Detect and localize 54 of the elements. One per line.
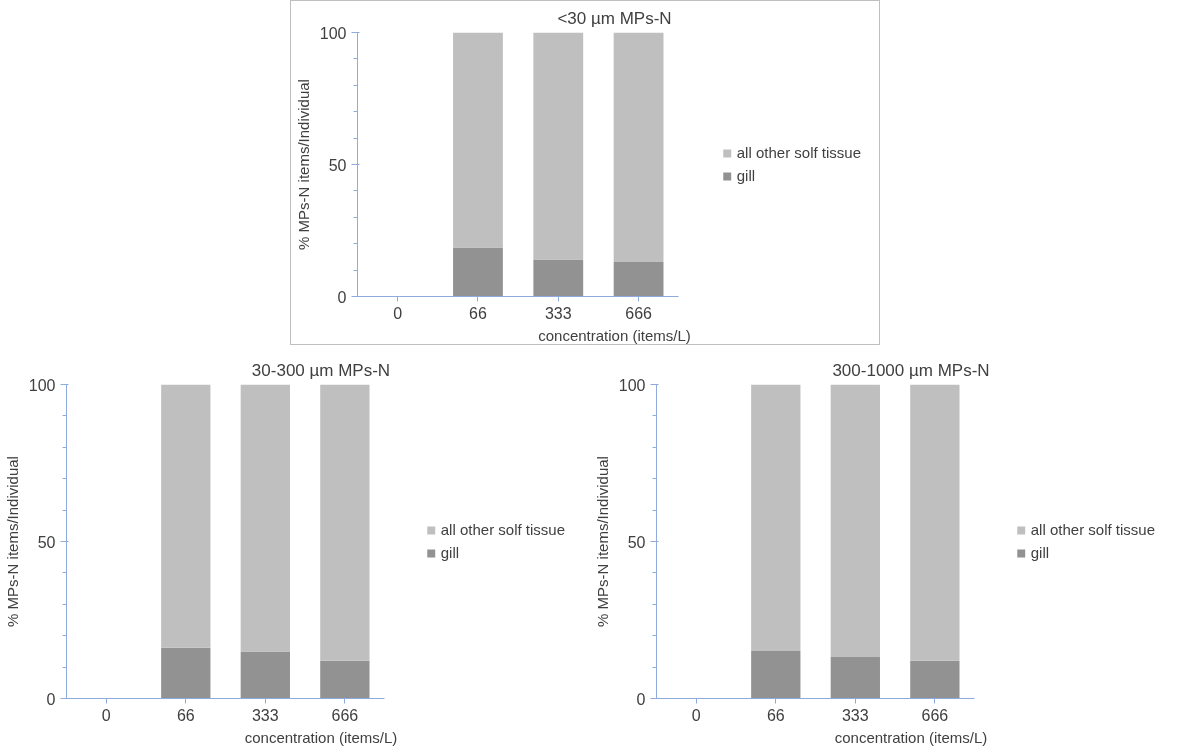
x-tick-label: 66 (766, 706, 785, 724)
y-axis-title: % MPs-N items/Individual (294, 79, 312, 250)
x-tick-label: 666 (625, 304, 653, 322)
bar (533, 32, 584, 260)
legend-label: gill (1030, 544, 1051, 561)
legend-label: all other solf tissue (736, 144, 861, 161)
y-tick-label: 50 (328, 156, 347, 174)
bar (161, 384, 211, 648)
y-tick-label: 50 (627, 533, 646, 551)
y-axis-title: % MPs-N items/Individual (3, 456, 21, 627)
legend-label: gill (440, 544, 461, 561)
chart-title: 300-1000 µm MPs-N (832, 360, 990, 380)
x-tick-label: 666 (921, 706, 949, 724)
x-tick-label: 0 (691, 706, 701, 724)
bar (240, 651, 290, 699)
x-tick-label: 66 (176, 706, 195, 724)
x-tick-label: 333 (841, 706, 869, 724)
y-tick-label: 100 (319, 24, 347, 42)
x-axis-title: concentration (items/L) (538, 326, 691, 344)
bar (613, 261, 664, 297)
bar (320, 660, 370, 699)
y-tick-label: 100 (618, 376, 646, 394)
bar (453, 32, 503, 248)
bar (533, 259, 584, 297)
legend-label: gill (736, 167, 757, 184)
bar (830, 384, 880, 658)
bar (751, 384, 801, 652)
x-tick-label: 333 (544, 304, 572, 322)
x-tick-label: 66 (469, 304, 487, 322)
y-tick-label: 100 (28, 376, 56, 394)
legend-label: all other solf tissue (440, 521, 565, 538)
x-tick-label: 333 (251, 706, 279, 724)
x-axis-title: concentration (items/L) (244, 728, 398, 746)
y-tick-label: 0 (636, 690, 646, 708)
bar (453, 247, 503, 297)
x-tick-label: 0 (393, 304, 403, 322)
y-tick-label: 0 (46, 690, 56, 708)
bar (320, 384, 370, 661)
bar (751, 651, 801, 699)
bar (910, 660, 960, 699)
chart-title: 30-300 µm MPs-N (251, 360, 391, 380)
x-axis-title: concentration (items/L) (834, 728, 988, 746)
y-tick-label: 0 (337, 288, 347, 306)
y-tick-label: 50 (37, 533, 56, 551)
bar (830, 657, 880, 699)
bar (161, 647, 211, 699)
x-tick-label: 666 (331, 706, 359, 724)
bar (613, 32, 664, 262)
y-axis-title: % MPs-N items/Individual (593, 456, 611, 627)
legend-label: all other solf tissue (1030, 521, 1155, 538)
x-tick-label: 0 (101, 706, 111, 724)
bar (240, 384, 290, 652)
chart-title: <30 µm MPs-N (557, 8, 672, 28)
bar (910, 384, 960, 661)
